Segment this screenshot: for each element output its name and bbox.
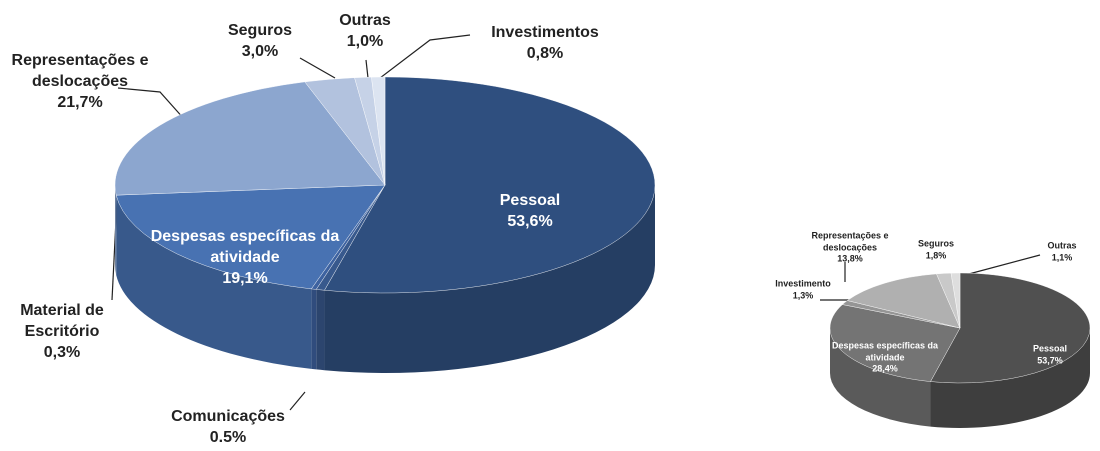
slice [846, 273, 961, 329]
slice-name: Representações e deslocações [11, 51, 149, 90]
slice-label: Despesas específicas da atividade 28,4% [830, 340, 940, 375]
slice-side [930, 328, 1090, 429]
slice-name: Representações e deslocações [811, 230, 889, 253]
slice-value: 0,3% [43, 343, 81, 361]
slice-label: Outras 1,0% [325, 11, 405, 53]
slice-label: Comunicações 0.5% [128, 407, 328, 449]
slice-label: Seguros 3,0% [220, 21, 300, 63]
slice-name: Material de Escritório [20, 301, 104, 340]
slice-name: Despesas específicas da atividade [150, 227, 340, 266]
slice-name: Comunicações [171, 408, 285, 426]
slice-name: Investimentos [491, 24, 599, 42]
slice-value: 1,8% [925, 250, 947, 260]
slice-label: Material de Escritório 0,3% [7, 301, 117, 363]
slice-value: 53,7% [1037, 355, 1063, 365]
slice [930, 272, 1091, 384]
slice-name: Despesas específicas da atividade [831, 340, 939, 363]
slice [115, 184, 386, 290]
slice-label: Pessoal 53,7% [1010, 343, 1090, 366]
slice-label: Despesas específicas da atividade 19,1% [145, 227, 345, 289]
slice-label: Pessoal 53,6% [455, 191, 605, 233]
slice-name: Seguros [917, 238, 954, 249]
slice-value: 0,8% [526, 45, 564, 62]
slice-name: Seguros [227, 22, 292, 40]
slice-label: Seguros 1,8% [911, 238, 961, 261]
slice-side [829, 328, 931, 427]
slice [371, 76, 386, 186]
slice-label: Outras 1,1% [1037, 240, 1087, 263]
slice [829, 304, 961, 382]
slice-side [311, 288, 317, 370]
pie [114, 76, 656, 373]
leader-line [964, 254, 1041, 276]
slice-value: 3,0% [241, 43, 279, 60]
slice-label: Investimento 1,3% [768, 278, 838, 301]
slice-value: 13,8% [837, 253, 863, 264]
slice-side [324, 185, 655, 373]
slice [114, 81, 386, 196]
slice-side [115, 185, 117, 276]
slice-value: 0.5% [209, 429, 247, 446]
slice [324, 76, 656, 294]
slice-side [116, 195, 312, 369]
slice-value: 19,1% [222, 269, 268, 287]
slice-value: 53,6% [507, 213, 553, 230]
slice-value: 28,4% [872, 363, 898, 374]
pie [829, 272, 1091, 429]
leader-line [365, 59, 369, 79]
leader-line [379, 34, 471, 79]
slice-label: Representações e deslocações 13,8% [805, 230, 895, 265]
slice-value: 1,3% [792, 290, 814, 300]
slice-value: 21,7% [57, 93, 103, 111]
slice-name: Outras [1047, 240, 1077, 251]
slice-label: Representações e deslocações 21,7% [5, 51, 155, 113]
slice-name: Investimento [775, 278, 831, 289]
slice-name: Outras [339, 12, 391, 30]
slice-name: Pessoal [499, 192, 561, 210]
leader-lines [111, 34, 1041, 411]
slice [950, 272, 961, 329]
leader-line [299, 57, 336, 79]
leader-line [289, 391, 306, 411]
slice-side [316, 289, 325, 371]
slice-label: Investimentos 0,8% [475, 23, 615, 65]
slice-name: Pessoal [1032, 343, 1068, 354]
slice-value: 1,0% [346, 33, 384, 50]
slice-value: 1,1% [1051, 252, 1073, 262]
leader-line [117, 87, 186, 121]
